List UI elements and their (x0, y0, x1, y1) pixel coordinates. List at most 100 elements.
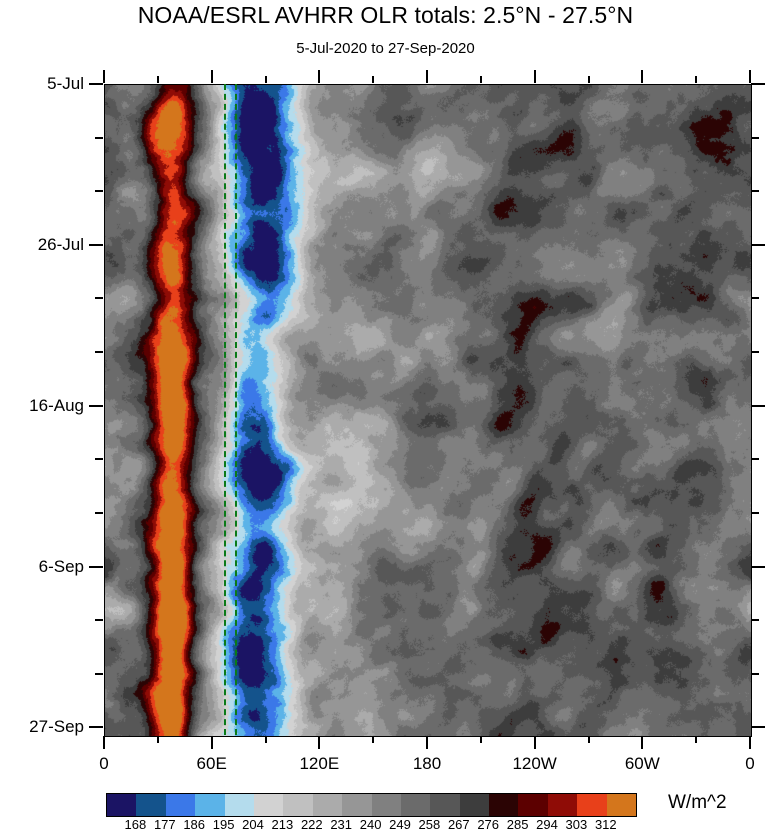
axis-tick (211, 70, 213, 83)
colorbar-swatch (224, 794, 254, 816)
axis-tick (641, 70, 643, 83)
axis-tick (89, 726, 103, 728)
y-axis-tick-label: 5-Jul (47, 74, 84, 93)
axis-tick (641, 736, 643, 749)
axis-tick (426, 736, 428, 749)
y-axis-tick-label: 16-Aug (29, 395, 84, 415)
axis-tick (695, 736, 697, 743)
colorbar-tick-label: 258 (418, 817, 441, 832)
axis-tick (103, 736, 105, 749)
colorbar-swatch (165, 794, 196, 816)
axis-tick (89, 244, 103, 246)
colorbar-tick-label: 168 (124, 817, 147, 832)
colorbar-tick-label: 195 (212, 817, 235, 832)
colorbar-swatch (547, 794, 578, 816)
colorbar-swatch (342, 794, 372, 816)
x-axis-tick-label: 60W (624, 754, 660, 773)
y-axis-tick-label: 26-Jul (37, 234, 84, 254)
axis-tick (372, 736, 374, 743)
colorbar-swatch (312, 794, 343, 816)
axis-tick (480, 76, 482, 83)
axis-tick (751, 512, 759, 514)
reference-line (224, 84, 226, 735)
colorbar-units-label: W/m^2 (668, 792, 727, 813)
colorbar-tick-label: 177 (153, 817, 176, 832)
colorbar-swatch (283, 794, 313, 816)
x-axis-tick-label: 0 (745, 754, 755, 773)
x-axis-tick-label: 120W (512, 754, 557, 773)
axis-tick (534, 736, 536, 749)
colorbar-tick-label: 249 (389, 817, 411, 832)
axis-tick (751, 190, 759, 192)
colorbar-swatch (107, 794, 137, 816)
axis-tick (89, 405, 103, 407)
axis-tick (372, 76, 374, 83)
axis-tick (95, 512, 103, 514)
x-axis-tick-label: 120E (299, 754, 340, 773)
colorbar-swatch (606, 794, 637, 816)
axis-tick (480, 736, 482, 743)
axis-tick (95, 619, 103, 621)
axis-tick (751, 351, 759, 353)
axis-tick (426, 70, 428, 83)
axis-tick (95, 297, 103, 299)
y-axis-tick-label: 27-Sep (29, 717, 84, 737)
colorbar-tick-label: 231 (330, 817, 353, 832)
colorbar-tick-label: 294 (536, 817, 558, 832)
colorbar-swatch (371, 794, 401, 816)
axis-tick (318, 70, 320, 83)
axis-tick (318, 736, 320, 749)
page-subtitle: 5-Jul-2020 to 27-Sep-2020 (296, 40, 475, 57)
axis-tick (751, 137, 759, 139)
colorbar (106, 793, 638, 817)
colorbar-tick-label: 186 (183, 817, 206, 832)
axis-tick (95, 458, 103, 460)
colorbar-swatch (489, 794, 519, 816)
axis-tick (751, 619, 759, 621)
axis-tick (534, 70, 536, 83)
y-axis-tick-label: 6-Sep (38, 556, 84, 576)
axis-tick (89, 83, 103, 85)
axis-tick (95, 137, 103, 139)
axis-tick (157, 736, 159, 743)
axis-tick (265, 736, 267, 743)
x-axis-tick-label: 0 (99, 754, 109, 773)
colorbar-tick-label: 276 (477, 817, 500, 832)
axis-tick (751, 673, 759, 675)
colorbar-tick-label: 204 (242, 817, 264, 832)
axis-tick (95, 190, 103, 192)
colorbar-tick-label: 222 (300, 817, 323, 832)
axis-tick (95, 351, 103, 353)
reference-line (235, 84, 237, 735)
page-title: NOAA/ESRL AVHRR OLR totals: 2.5°N - 27.5… (137, 2, 634, 28)
axis-tick (749, 70, 751, 83)
x-axis-tick-label: 180 (412, 754, 442, 773)
axis-tick (588, 736, 590, 743)
axis-tick (751, 458, 759, 460)
axis-tick (751, 83, 765, 85)
colorbar-swatch (518, 794, 548, 816)
axis-tick (751, 566, 765, 568)
colorbar-tick-label: 303 (565, 817, 588, 832)
colorbar-tick-label: 285 (506, 817, 529, 832)
colorbar-tick-label: 240 (359, 817, 382, 832)
olr-heatmap-canvas (105, 85, 751, 736)
axis-tick (588, 76, 590, 83)
colorbar-swatch (400, 794, 431, 816)
axis-tick (211, 736, 213, 749)
axis-tick (751, 297, 759, 299)
colorbar-swatch (577, 794, 607, 816)
axis-tick (265, 76, 267, 83)
axis-tick (749, 736, 751, 749)
colorbar-tick-label: 213 (271, 817, 294, 832)
axis-tick (751, 244, 765, 246)
axis-tick (751, 405, 765, 407)
axis-tick (103, 70, 105, 83)
axis-tick (157, 76, 159, 83)
colorbar-swatch (253, 794, 284, 816)
x-axis-tick-label: 60E (196, 754, 227, 773)
colorbar-tick-label: 312 (594, 817, 617, 832)
axis-tick (695, 76, 697, 83)
colorbar-swatch (459, 794, 490, 816)
colorbar-swatch (430, 794, 460, 816)
